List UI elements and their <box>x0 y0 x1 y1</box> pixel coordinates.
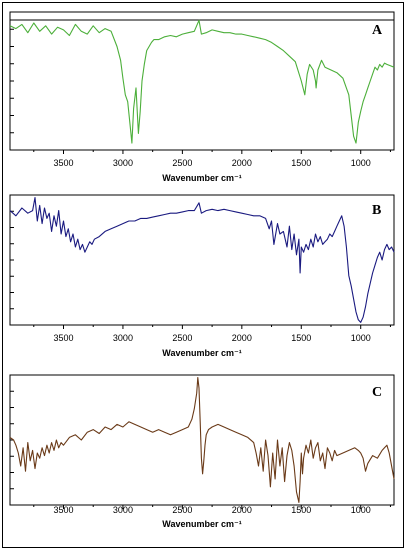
x-tick-label: 2000 <box>232 505 252 515</box>
x-axis-label: Wavenumber cm⁻¹ <box>162 519 241 529</box>
x-tick-label: 3000 <box>113 505 133 515</box>
x-tick-label: 3500 <box>53 505 73 515</box>
x-tick-label: 1000 <box>351 158 371 168</box>
x-tick-label: 3000 <box>113 333 133 343</box>
x-tick-label: 3500 <box>53 158 73 168</box>
x-tick-label: 2000 <box>232 158 252 168</box>
plot-area <box>9 194 395 326</box>
spectrum-line <box>9 197 395 323</box>
plot-area <box>9 11 395 151</box>
panel-c: 3500 3000 2500 2000 1500 1000 Wavenumber cm⁻¹ C <box>9 374 395 529</box>
x-tick-label: 1500 <box>291 505 311 515</box>
panel-letter: C <box>372 385 382 400</box>
x-tick-label: 2500 <box>172 505 192 515</box>
x-axis-label: Wavenumber cm⁻¹ <box>162 173 241 183</box>
x-axis-label: Wavenumber cm⁻¹ <box>162 348 241 358</box>
panel-b: 3500 3000 2500 2000 1500 1000 Wavenumber cm⁻¹ B <box>9 194 395 358</box>
x-tick-label: 1000 <box>351 505 371 515</box>
x-tick-label: 2500 <box>172 333 192 343</box>
x-tick-label: 1000 <box>351 333 371 343</box>
panel-letter: B <box>372 203 381 218</box>
x-tick-label: 1500 <box>291 158 311 168</box>
x-tick-label: 2000 <box>232 333 252 343</box>
x-tick-label: 3000 <box>113 158 133 168</box>
x-tick-label: 2500 <box>172 158 192 168</box>
spectrum-line <box>9 19 395 144</box>
x-tick-label: 3500 <box>53 333 73 343</box>
spectrum-line <box>9 377 395 503</box>
panel-a: 3500 3000 2500 2000 1500 1000 Wavenumber cm⁻¹ A <box>9 11 395 183</box>
x-tick-label: 1500 <box>291 333 311 343</box>
panel-letter: A <box>372 23 383 38</box>
